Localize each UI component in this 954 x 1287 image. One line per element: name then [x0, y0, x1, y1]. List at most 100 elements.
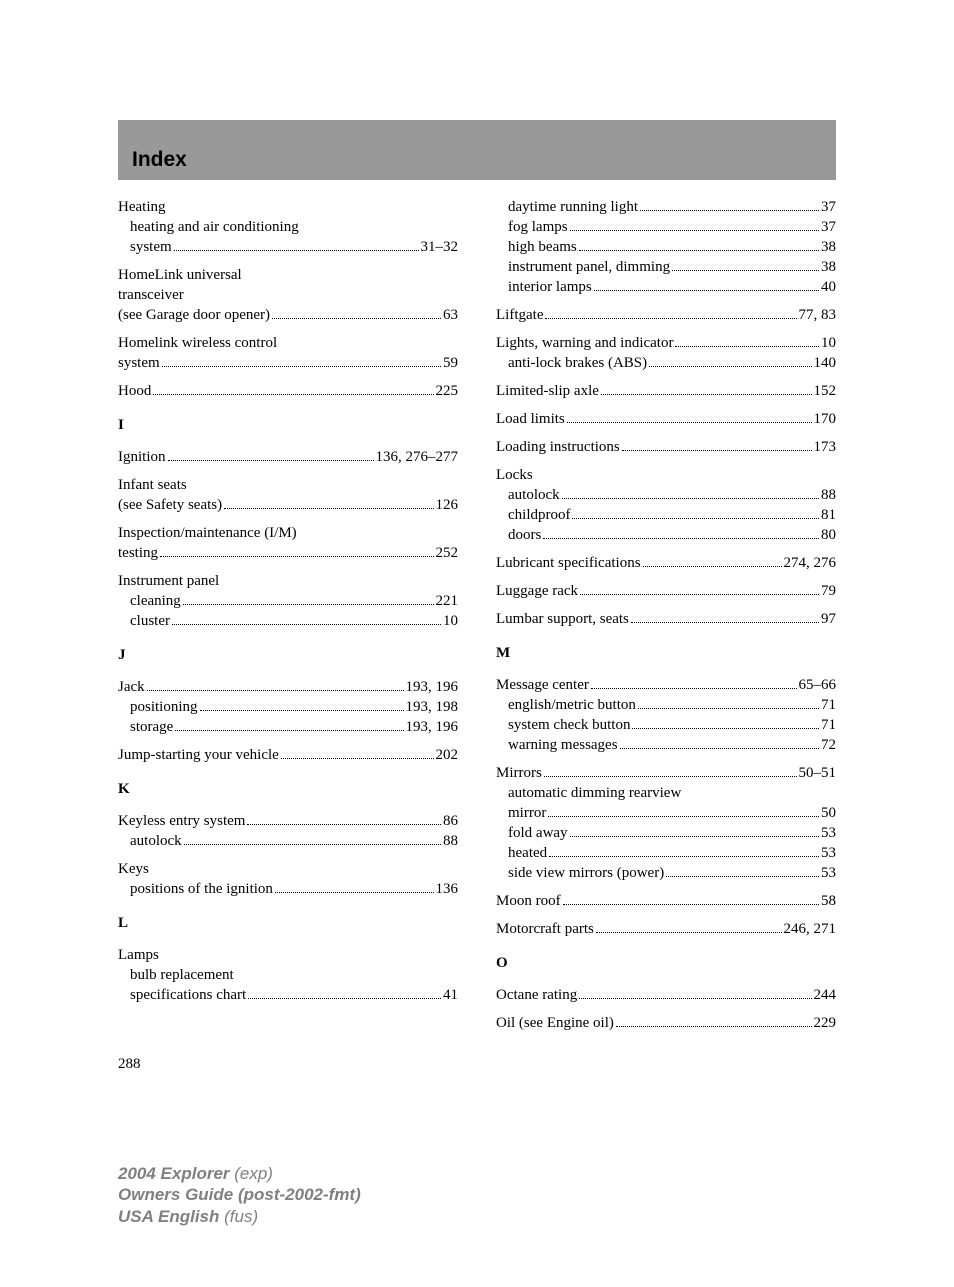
index-entry-pages: 77, 83: [799, 306, 837, 324]
index-entry-label: Mirrors: [496, 764, 542, 782]
leader-dots: [649, 366, 811, 367]
section-gap: [496, 430, 836, 438]
index-entry-label: Lights, warning and indicator: [496, 334, 673, 352]
leader-dots: [579, 998, 811, 999]
index-line: Homelink wireless control: [118, 334, 458, 352]
index-entry-label: warning messages: [508, 736, 618, 754]
section-gap: [496, 374, 836, 382]
index-entry-label: heated: [508, 844, 547, 862]
index-entry: Luggage rack79: [496, 582, 836, 600]
leader-dots: [563, 904, 819, 905]
index-entry-label: positions of the ignition: [130, 880, 273, 898]
leader-dots: [643, 566, 782, 567]
index-entry: english/metric button71: [496, 696, 836, 714]
index-entry: warning messages72: [496, 736, 836, 754]
index-entry-label: Jump-starting your vehicle: [118, 746, 279, 764]
leader-dots: [594, 290, 819, 291]
index-entry-label: Oil (see Engine oil): [496, 1014, 614, 1032]
leader-dots: [570, 836, 819, 837]
index-entry-label: Load limits: [496, 410, 565, 428]
section-gap: [496, 326, 836, 334]
index-entry-label: (see Safety seats): [118, 496, 222, 514]
index-entry-label: daytime running light: [508, 198, 638, 216]
index-entry-pages: 193, 196: [406, 678, 459, 696]
leader-dots: [631, 622, 819, 623]
index-entry-pages: 252: [436, 544, 459, 562]
index-entry-label: Limited-slip axle: [496, 382, 599, 400]
index-entry: testing252: [118, 544, 458, 562]
index-entry-pages: 152: [814, 382, 837, 400]
index-entry-label: Motorcraft parts: [496, 920, 594, 938]
index-entry: doors80: [496, 526, 836, 544]
index-entry-pages: 40: [821, 278, 836, 296]
section-gap: [118, 738, 458, 746]
index-entry-pages: 246, 271: [784, 920, 837, 938]
index-line: Inspection/maintenance (I/M): [118, 524, 458, 542]
index-line: HomeLink universal: [118, 266, 458, 284]
index-entry-pages: 58: [821, 892, 836, 910]
index-entry-pages: 88: [821, 486, 836, 504]
index-entry-pages: 38: [821, 238, 836, 256]
right-column: daytime running light37fog lamps37high b…: [496, 198, 836, 1034]
index-entry: fold away53: [496, 824, 836, 842]
index-entry-pages: 38: [821, 258, 836, 276]
leader-dots: [567, 422, 812, 423]
leader-dots: [675, 346, 819, 347]
leader-dots: [601, 394, 812, 395]
index-entry: anti-lock brakes (ABS)140: [496, 354, 836, 372]
leader-dots: [162, 366, 441, 367]
index-entry-label: Moon roof: [496, 892, 561, 910]
index-entry: Octane rating244: [496, 986, 836, 1004]
index-line: Keys: [118, 860, 458, 878]
index-line: automatic dimming rearview: [496, 784, 836, 802]
leader-dots: [153, 394, 433, 395]
index-entry-pages: 10: [821, 334, 836, 352]
index-entry-label: childproof: [508, 506, 570, 524]
index-entry: Lubricant specifications274, 276: [496, 554, 836, 572]
index-entry-pages: 244: [814, 986, 837, 1004]
footer-model: 2004 Explorer: [118, 1164, 230, 1183]
index-entry: Oil (see Engine oil)229: [496, 1014, 836, 1032]
leader-dots: [224, 508, 433, 509]
index-letter: I: [118, 416, 458, 434]
index-entry-pages: 170: [814, 410, 837, 428]
index-entry-pages: 41: [443, 986, 458, 1004]
index-entry-label: Lumbar support, seats: [496, 610, 629, 628]
index-entry: storage193, 196: [118, 718, 458, 736]
index-entry: system59: [118, 354, 458, 372]
index-entry: Message center65–66: [496, 676, 836, 694]
index-entry: positioning193, 198: [118, 698, 458, 716]
index-entry: Hood225: [118, 382, 458, 400]
index-entry-label: autolock: [130, 832, 182, 850]
index-entry-pages: 136, 276–277: [376, 448, 459, 466]
index-entry-pages: 274, 276: [784, 554, 837, 572]
index-entry-label: doors: [508, 526, 541, 544]
footer-line-2: Owners Guide (post-2002-fmt): [118, 1184, 836, 1205]
index-line: Heating: [118, 198, 458, 216]
leader-dots: [570, 230, 819, 231]
leader-dots: [591, 688, 797, 689]
leader-dots: [184, 844, 441, 845]
index-line: transceiver: [118, 286, 458, 304]
index-entry: autolock88: [496, 486, 836, 504]
footer-lang-code: (fus): [219, 1207, 258, 1226]
index-entry-label: mirror: [508, 804, 546, 822]
leader-dots: [672, 270, 819, 271]
leader-dots: [200, 710, 404, 711]
leader-dots: [549, 856, 819, 857]
leader-dots: [247, 824, 441, 825]
index-entry-pages: 50–51: [799, 764, 837, 782]
index-entry: Ignition136, 276–277: [118, 448, 458, 466]
index-entry-pages: 59: [443, 354, 458, 372]
footer-line-1: 2004 Explorer (exp): [118, 1163, 836, 1184]
index-entry: (see Garage door opener)63: [118, 306, 458, 324]
index-letter: L: [118, 914, 458, 932]
index-entry-label: cluster: [130, 612, 170, 630]
index-entry: Jump-starting your vehicle202: [118, 746, 458, 764]
leader-dots: [666, 876, 819, 877]
index-entry: system31–32: [118, 238, 458, 256]
index-entry: Motorcraft parts 246, 271: [496, 920, 836, 938]
leader-dots: [175, 730, 403, 731]
index-entry-pages: 79: [821, 582, 836, 600]
left-column: Heatingheating and air conditioningsyste…: [118, 198, 458, 1034]
